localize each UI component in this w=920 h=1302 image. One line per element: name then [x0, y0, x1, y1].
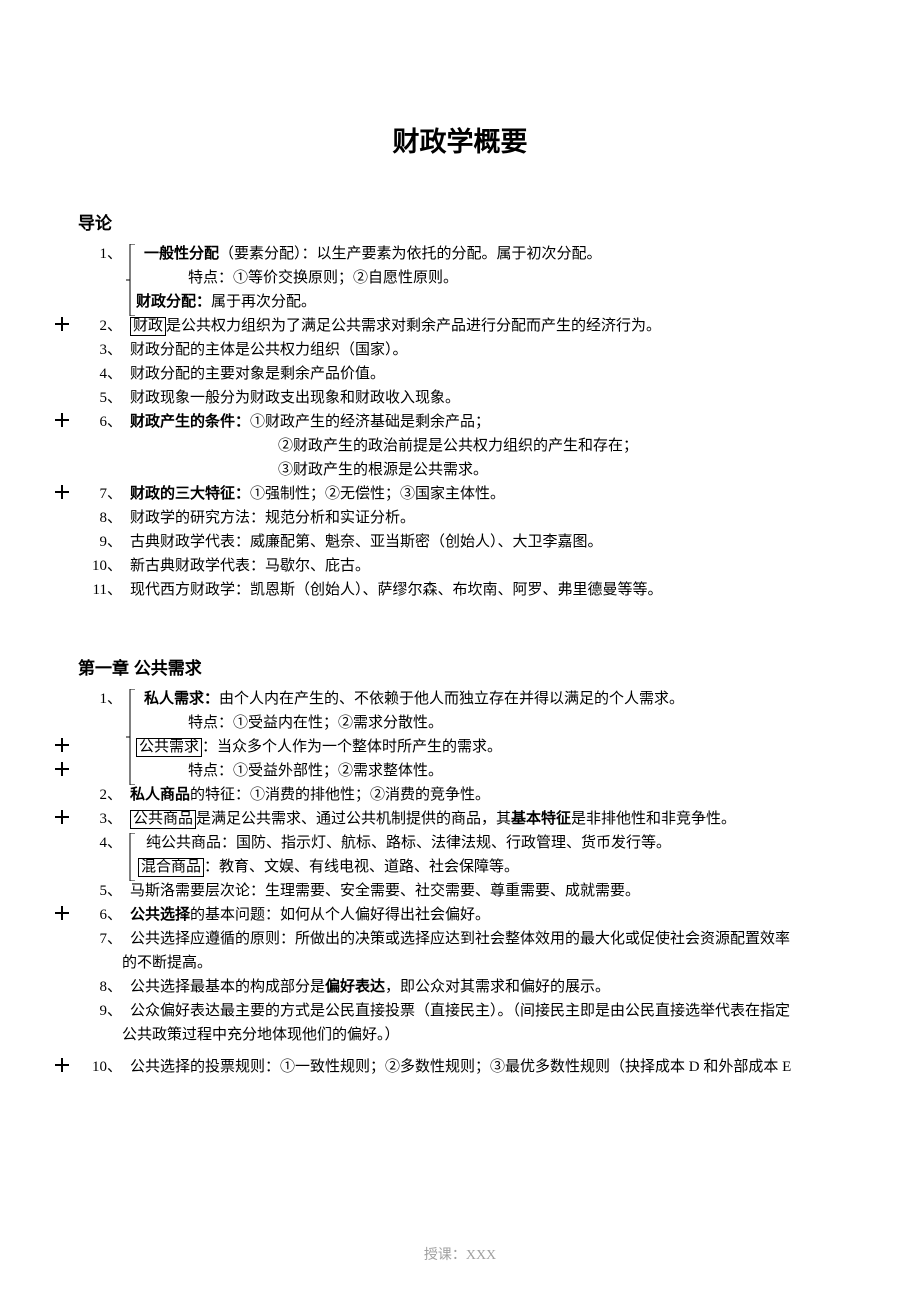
list-item: 7、 财政的三大特征：①强制性；②无偿性；③国家主体性。 [78, 482, 842, 506]
list-item: 8、财政学的研究方法：规范分析和实证分析。 [78, 506, 842, 530]
text: ②财政产生的政治前提是公共权力组织的产生和存在； [78, 434, 842, 458]
page-footer: 授课：XXX [0, 1244, 920, 1264]
item-number: 2、 [78, 314, 130, 338]
text: ③财政产生的根源是公共需求。 [78, 458, 842, 482]
item-number: 1、 [78, 242, 130, 266]
text: 是公共权力组织为了满足公共需求对剩余产品进行分配而产生的经济行为。 [166, 318, 661, 334]
list-item: 公共需求：当众多个人作为一个整体时所产生的需求。 [78, 735, 842, 759]
boxed-term: 公共需求 [136, 738, 202, 757]
text: 财政分配： [136, 293, 211, 310]
list-item: 11、现代西方财政学：凯恩斯（创始人）、萨缪尔森、布坎南、阿罗、弗里德曼等等。 [78, 578, 842, 602]
list-item: 5、马斯洛需要层次论：生理需要、安全需要、社交需要、尊重需要、成就需要。 [78, 879, 842, 903]
list-item: 2、 私人商品的特征：①消费的排他性；②消费的竞争性。 [78, 783, 842, 807]
plus-icon [55, 413, 69, 427]
document-title: 财政学概要 [78, 120, 842, 159]
text: 公共政策过程中充分地体现他们的偏好。） [78, 1023, 842, 1047]
list-item: 10、新古典财政学代表：马歇尔、庇古。 [78, 554, 842, 578]
section-heading-intro: 导论 [78, 209, 842, 234]
text: （要素分配）：以生产要素为依托的分配。属于初次分配。 [219, 246, 602, 262]
plus-icon [55, 810, 69, 824]
section-heading-ch1: 第一章 公共需求 [78, 654, 842, 679]
list-item: 4、 纯公共商品：国防、指示灯、航标、路标、法律法规、行政管理、货币发行等。 [78, 831, 842, 855]
text: ：教育、文娱、有线电视、道路、社会保障等。 [204, 859, 519, 875]
list-item: 9、古典财政学代表：威廉配第、魁奈、亚当斯密（创始人）、大卫李嘉图。 [78, 530, 842, 554]
list-item: 7、公共选择应遵循的原则：所做出的决策或选择应达到社会整体效用的最大化或促使社会… [78, 927, 842, 951]
plus-icon [55, 1058, 69, 1072]
list-item: 5、财政现象一般分为财政支出现象和财政收入现象。 [78, 386, 842, 410]
list-item: 9、公众偏好表达最主要的方式是公民直接投票（直接民主）。（间接民主即是由公民直接… [78, 999, 842, 1023]
text: 的不断提高。 [78, 951, 842, 975]
list-item: 4、财政分配的主要对象是剩余产品价值。 [78, 362, 842, 386]
list-item: 6、 公共选择的基本问题：如何从个人偏好得出社会偏好。 [78, 903, 842, 927]
list-item: 8、 公共选择最基本的构成部分是偏好表达，即公众对其需求和偏好的展示。 [78, 975, 842, 999]
text: 特点：①等价交换原则；②自愿性原则。 [78, 266, 842, 290]
boxed-term: 混合商品 [138, 858, 204, 877]
plus-icon [55, 738, 69, 752]
text: 属于再次分配。 [211, 294, 316, 310]
boxed-term: 财政 [130, 317, 166, 336]
plus-icon [55, 485, 69, 499]
boxed-term: 公共商品 [130, 810, 196, 829]
list-item: 10、 公共选择的投票规则：①一致性规则；②多数性规则；③最优多数性规则（抉择成… [78, 1055, 842, 1079]
plus-icon [55, 317, 69, 331]
list-item: 3、财政分配的主体是公共权力组织（国家）。 [78, 338, 842, 362]
plus-icon [55, 906, 69, 920]
text: 特点：①受益内在性；②需求分散性。 [78, 711, 842, 735]
plus-icon [55, 762, 69, 776]
list-item: 2、 财政是公共权力组织为了满足公共需求对剩余产品进行分配而产生的经济行为。 [78, 314, 842, 338]
text: 一般性分配 [144, 245, 219, 262]
list-item: 1、 私人需求：由个人内在产生的、不依赖于他人而独立存在并得以满足的个人需求。 [78, 687, 842, 711]
list-item: 6、 财政产生的条件：①财政产生的经济基础是剩余产品； [78, 410, 842, 434]
list-item: 特点：①受益外部性；②需求整体性。 [78, 759, 842, 783]
list-item: 3、 公共商品是满足公共需求、通过公共机制提供的商品，其基本特征是非排他性和非竞… [78, 807, 842, 831]
